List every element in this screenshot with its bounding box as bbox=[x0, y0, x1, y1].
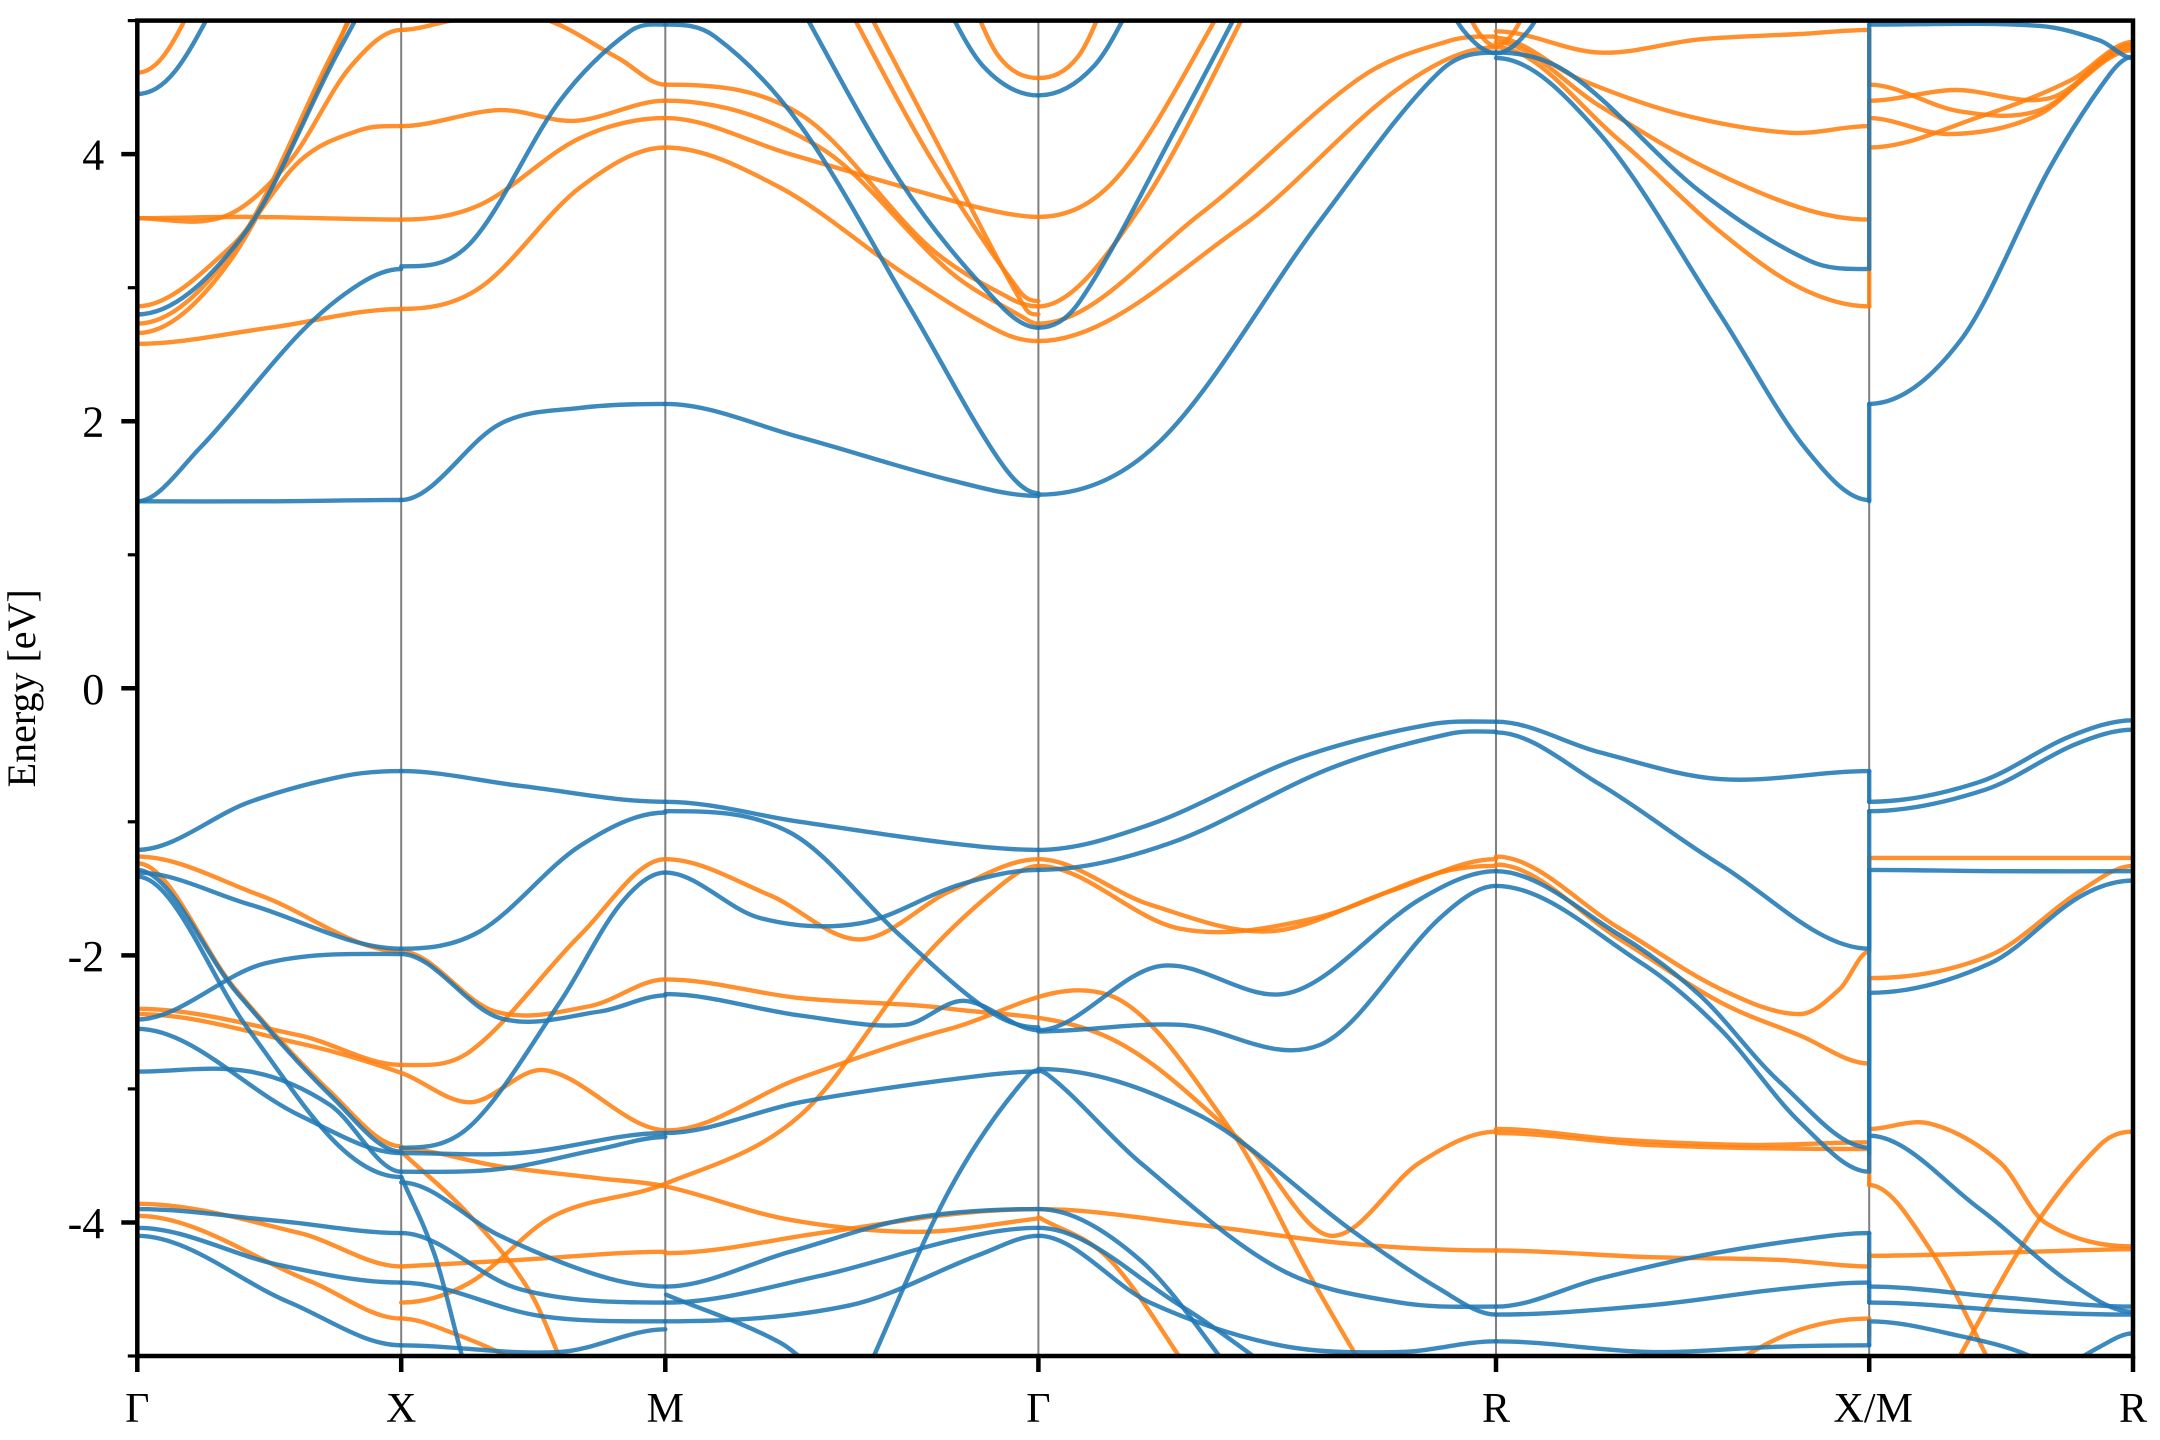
svg-text:-2: -2 bbox=[68, 932, 105, 981]
svg-text:4: 4 bbox=[82, 131, 104, 180]
svg-text:R: R bbox=[1482, 1386, 1510, 1432]
svg-text:Energy [eV]: Energy [eV] bbox=[0, 589, 44, 787]
svg-text:Γ: Γ bbox=[125, 1386, 149, 1432]
svg-text:M: M bbox=[647, 1386, 684, 1432]
svg-text:Γ: Γ bbox=[1026, 1386, 1050, 1432]
svg-text:X/M: X/M bbox=[1834, 1386, 1913, 1432]
svg-text:X: X bbox=[386, 1386, 416, 1432]
svg-text:R: R bbox=[2119, 1386, 2147, 1432]
svg-text:0: 0 bbox=[82, 665, 104, 714]
svg-text:-4: -4 bbox=[68, 1199, 105, 1248]
svg-text:2: 2 bbox=[82, 398, 104, 447]
